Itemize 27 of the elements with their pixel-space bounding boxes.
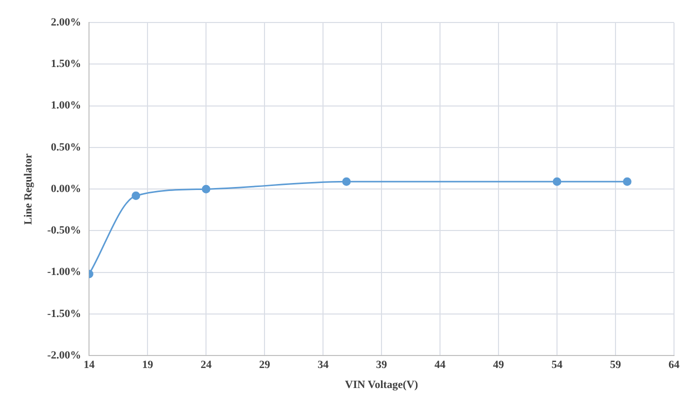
y-tick-label: 2.00% bbox=[50, 16, 82, 28]
point bbox=[132, 192, 140, 200]
point bbox=[202, 184, 210, 194]
y-tick-label: 0.00% bbox=[50, 182, 82, 195]
y-tick-label: -1.00% bbox=[47, 266, 82, 278]
x-tick-label: 24 bbox=[200, 359, 212, 372]
y-tick-label: -0.50% bbox=[47, 224, 82, 237]
x-tick-label: 14 bbox=[84, 359, 96, 372]
point bbox=[622, 177, 632, 186]
y-tick-label: -2.00% bbox=[47, 349, 82, 362]
x-tick-label: 19 bbox=[142, 359, 154, 372]
y-axis-title: Line Regulator bbox=[22, 153, 34, 225]
x-tick-label: 34 bbox=[318, 359, 330, 372]
y-tick-label: -1.50% bbox=[47, 308, 82, 320]
point bbox=[342, 177, 351, 186]
point bbox=[552, 177, 562, 186]
x-tick-label: 59 bbox=[610, 359, 622, 372]
y-tick-label: 1.00% bbox=[50, 100, 82, 112]
y-tick-label: 1.50% bbox=[50, 58, 82, 70]
x-tick-label: 44 bbox=[434, 359, 446, 372]
x-tick-label: 64 bbox=[668, 359, 680, 372]
x-tick-label: 54 bbox=[552, 359, 564, 372]
x-tick-label: 49 bbox=[493, 359, 505, 372]
y-tick-label: 0.50% bbox=[50, 141, 82, 154]
x-tick-label: 29 bbox=[259, 359, 271, 372]
x-axis-title: VIN Voltage(V) bbox=[345, 379, 418, 392]
x-tick-label: 39 bbox=[376, 359, 388, 372]
